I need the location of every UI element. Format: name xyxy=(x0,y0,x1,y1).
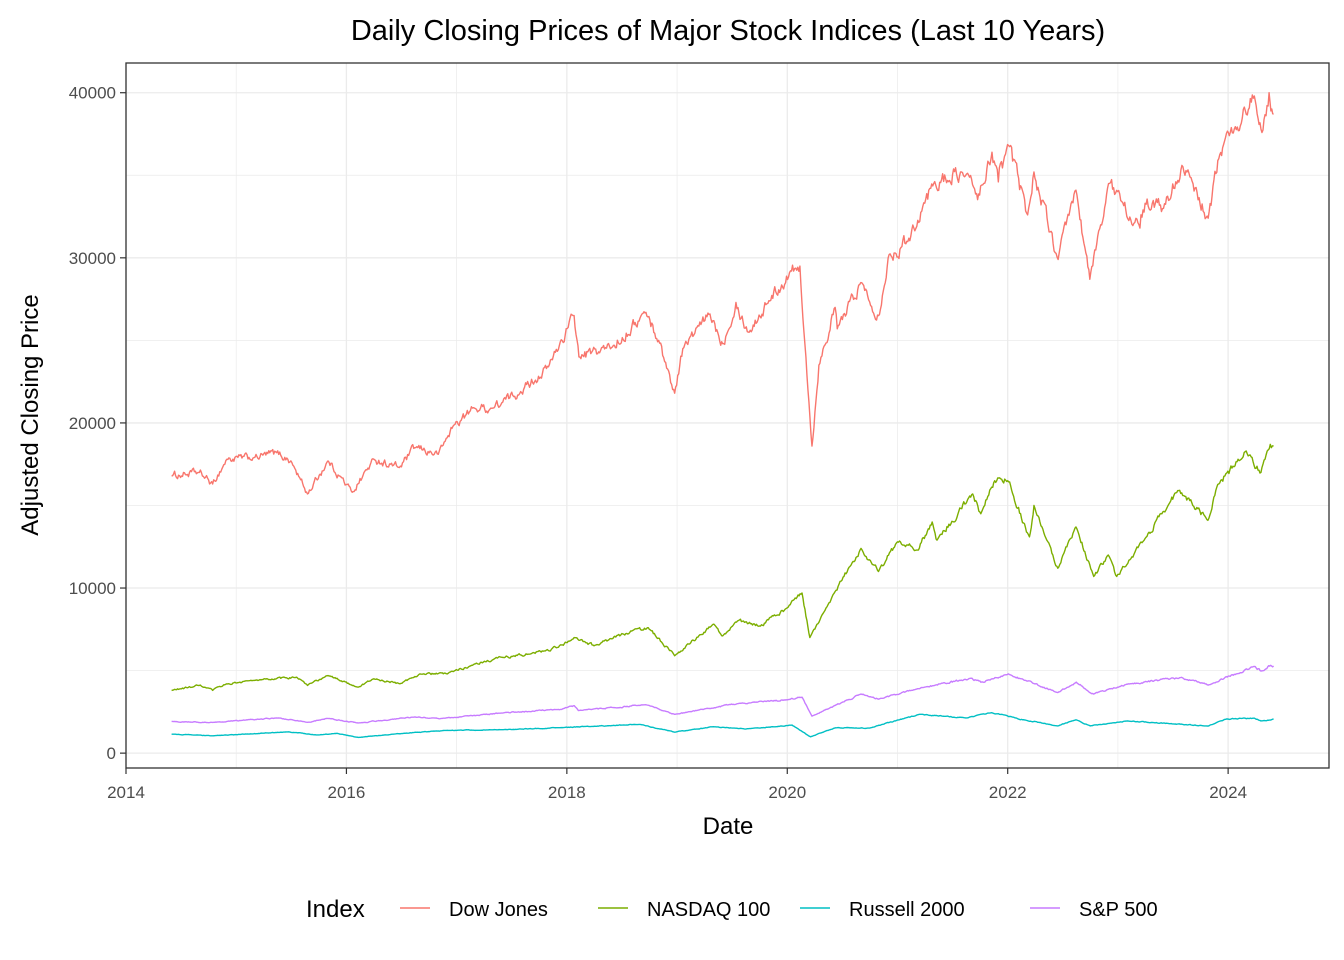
y-tick-label: 20000 xyxy=(69,414,116,433)
x-tick-label: 2018 xyxy=(548,783,586,802)
series-line-nasdaq-100 xyxy=(171,443,1274,692)
plot-panel-border xyxy=(125,62,1330,769)
x-tick-label: 2016 xyxy=(328,783,366,802)
x-tick-label: 2020 xyxy=(768,783,806,802)
y-tick-label: 10000 xyxy=(69,579,116,598)
grid-major xyxy=(125,63,1329,768)
legend: Index Dow Jones NASDAQ 100 Russell 2000 S&P… xyxy=(306,896,1158,923)
x-tick-label: 2024 xyxy=(1209,783,1247,802)
x-tick-label: 2014 xyxy=(107,783,145,802)
y-axis: 0 10000 20000 30000 40000 xyxy=(69,84,126,763)
series-layer xyxy=(171,92,1275,739)
legend-title: Index xyxy=(306,896,365,923)
legend-label-dow-jones: Dow Jones xyxy=(449,899,548,921)
grid-minor xyxy=(126,63,1329,768)
x-tick-label: 2022 xyxy=(989,783,1027,802)
chart-title: Daily Closing Prices of Major Stock Indi… xyxy=(351,15,1105,47)
legend-label-s-p-500: S&P 500 xyxy=(1079,899,1158,921)
x-axis-title: Date xyxy=(703,813,754,840)
series-line-russell-2000 xyxy=(171,711,1274,739)
y-tick-label: 30000 xyxy=(69,249,116,268)
legend-label-russell-2000: Russell 2000 xyxy=(849,899,965,921)
legend-label-nasdaq-100: NASDAQ 100 xyxy=(647,899,770,921)
y-tick-label: 40000 xyxy=(69,84,116,103)
y-axis-title: Adjusted Closing Price xyxy=(17,294,44,535)
series-line-s-p-500 xyxy=(171,664,1275,724)
legend-items: Dow Jones NASDAQ 100 Russell 2000 S&P 500 xyxy=(400,899,1158,921)
y-tick-label: 0 xyxy=(107,744,116,763)
x-axis: 2014 2016 2018 2020 2022 2024 xyxy=(107,768,1247,802)
series-line-dow-jones xyxy=(171,92,1274,495)
